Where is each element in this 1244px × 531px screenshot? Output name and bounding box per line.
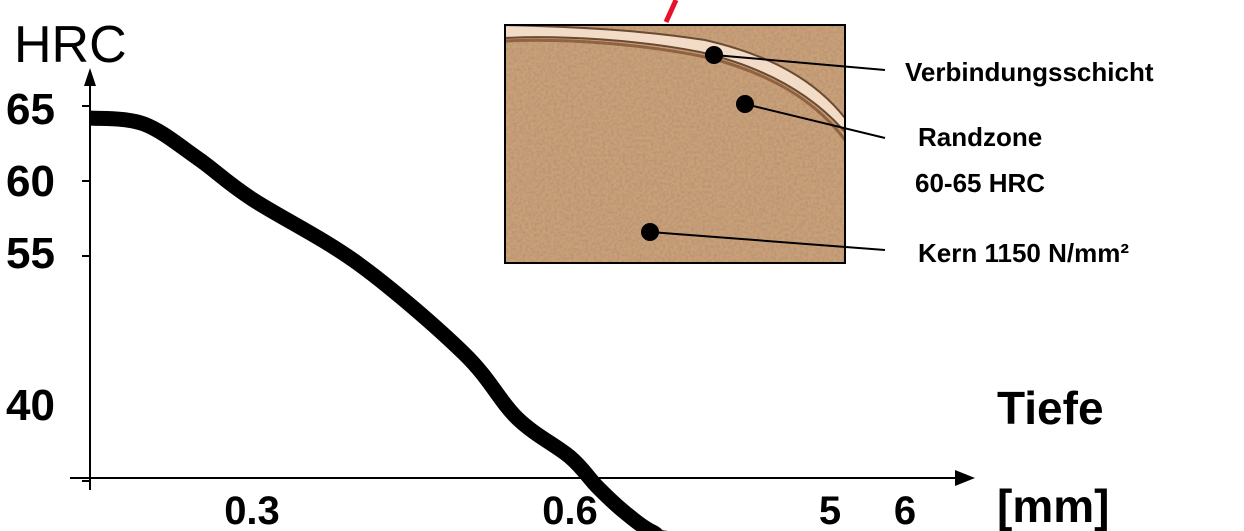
annotation-randzone: Randzone (918, 122, 1042, 152)
red-pointer-line (663, 0, 679, 24)
x-tick-label-5: 5 (819, 489, 841, 531)
x-tick-label-6: 6 (894, 489, 916, 531)
leader-randzone (744, 103, 886, 139)
y-tick-label-60: 60 (6, 157, 55, 206)
leader-verbindungsschicht (713, 54, 886, 71)
micrograph-inset (504, 24, 846, 264)
y-tick-label-40: 40 (6, 381, 55, 430)
y-tick-labels: 65 60 55 40 (6, 85, 55, 430)
x-tick-labels: 0.3 0.6 5 6 (224, 489, 916, 531)
leader-kern (649, 231, 886, 251)
x-axis-unit: [mm] (997, 480, 1109, 531)
y-axis-label: HRC (14, 16, 127, 74)
y-axis-arrow (84, 68, 96, 86)
x-tick-label-0-3: 0.3 (224, 489, 280, 531)
x-tick-label-0-6: 0.6 (542, 489, 598, 531)
y-tick-marks (82, 105, 90, 482)
hardness-curve (89, 110, 669, 531)
y-tick-label-55: 55 (6, 229, 55, 278)
x-axis-label: Tiefe (997, 382, 1104, 434)
y-tick-label-65: 65 (6, 85, 55, 134)
annotation-verbindungsschicht: Verbindungsschicht (905, 57, 1154, 87)
annotation-kern: Kern 1150 N/mm² (918, 238, 1129, 268)
inset-annotations: Verbindungsschicht Randzone 60-65 HRC Ke… (641, 46, 1154, 268)
annotation-randzone-hardness: 60-65 HRC (915, 168, 1045, 198)
x-axis-arrow (955, 470, 975, 486)
